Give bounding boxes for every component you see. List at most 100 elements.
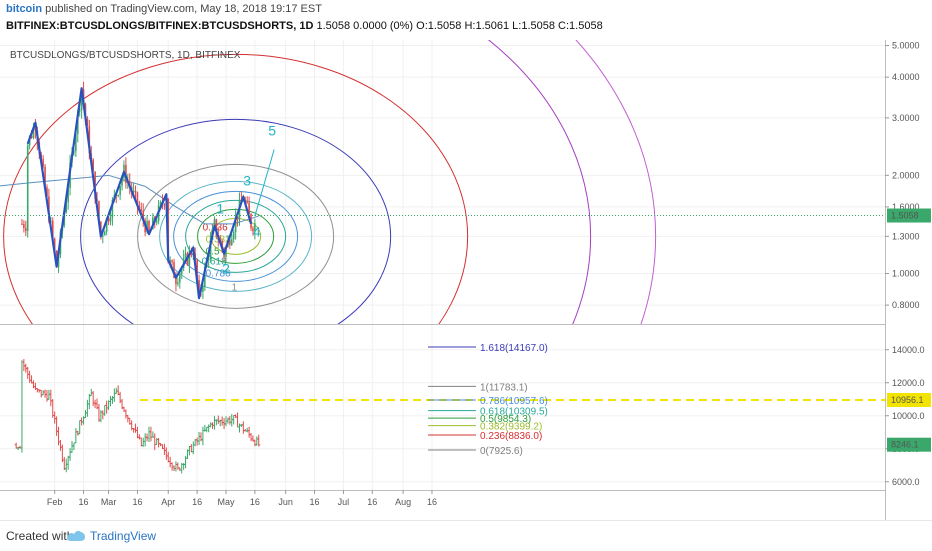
ratio-candle [142,210,145,221]
ratio-candle [132,190,135,193]
ratio-candle [67,188,69,203]
ratio-candle [134,190,137,193]
ratio-candle [109,217,112,222]
chart-header: bitcoin published on TradingView.com, Ma… [0,0,932,40]
ratio-candle [234,216,237,233]
symbol-line: BITFINEX:BTCUSDLONGS/BITFINEX:BTCUSDSHOR… [6,20,603,32]
publish-line: bitcoin published on TradingView.com, Ma… [6,3,322,15]
fib-circle [137,163,335,309]
fib-level-label: 1.618(14167.0) [480,343,548,354]
x-tick-label: Jul [338,497,350,507]
y-tick-label: 5.0000 [892,41,920,51]
wave5-projection [254,149,275,217]
ratio-candle [215,219,218,236]
ratio-candle [173,262,175,279]
btc-last-tag [887,437,931,452]
ratio-candle [171,260,173,263]
x-tick-label: 16 [192,497,202,507]
tradingview-logo-icon [67,530,85,541]
ratio-candle [252,228,254,232]
ratio-candle [46,187,48,197]
ratio-candle [103,231,106,236]
fib-circle [159,180,313,292]
ratio-candle [225,246,227,257]
ratio-candle [159,201,162,206]
y-tick-label: 2.0000 [892,170,920,180]
ratio-candle [204,266,206,287]
y-tick-label: 1.6000 [892,202,920,212]
author-link[interactable]: bitcoin [6,3,43,15]
wave-label: 4 [253,223,261,239]
x-tick-label: Aug [395,497,411,507]
y-tick-label: 12000.0 [892,378,925,388]
fib-circle-label: 0.5 [206,246,220,257]
ratio-candle [175,278,177,285]
ratio-candle [236,216,239,220]
ratio-candle [86,118,89,126]
symbol-name: BITFINEX:BTCUSDLONGS/BITFINEX:BTCUSDSHOR… [6,20,314,32]
x-tick-label: 16 [250,497,260,507]
ratio-candle [198,279,200,291]
fib-circle-label: 0.618 [202,256,227,267]
ratio-candle [221,240,223,249]
y-tick-label: 1.3000 [892,231,920,241]
ratio-candle [232,232,235,240]
ratio-candle [184,253,187,258]
resistance-label: 10956.1 [891,395,924,405]
fib-circle [487,40,592,324]
x-tick-label: 16 [427,497,437,507]
tradingview-link[interactable]: TradingView [90,529,157,543]
ratio-candle [121,178,123,186]
fib-circle [173,190,299,282]
ratio-candle [51,220,54,239]
ratio-candle [196,259,198,280]
ratio-candle [23,223,25,229]
ratio-candle [92,159,94,172]
ratio-candle [136,192,139,207]
fib-circle-label: 0.786 [206,268,231,279]
y-tick-label: 6000.0 [892,477,920,487]
x-tick-label: 16 [310,497,320,507]
ratio-candle [180,267,183,274]
price-axes: 5.0000 4.0000 3.0000 2.0000 1.6000 1.3000 1.00… [0,40,932,520]
ratio-candle [25,228,27,231]
ratio-candle [188,250,191,265]
chart-background [0,40,932,520]
ratio-candle [57,254,60,268]
y-tick-label: 14000.0 [892,345,925,355]
wave-label: 2 [222,260,230,276]
ratio-candle [105,218,108,232]
ratio-candle [140,209,143,211]
ratio-candle [179,273,181,283]
y-tick-label: 4.0000 [892,72,920,82]
fib-level-label: 0(7925.6) [480,446,523,457]
ratio-candle [107,218,110,222]
ratio-candle [230,239,233,246]
ratio-candle [246,201,248,203]
grid-lines [0,40,932,520]
time-axis-bg [0,491,885,520]
ratio-candle [75,134,77,152]
fib-circle [185,199,287,273]
ratio-candle [117,195,119,197]
fib-level-label: 0.236(8836.0) [480,431,542,442]
publish-info: published on TradingView.com, May 18, 20… [45,3,322,15]
ratio-candle [65,202,68,213]
wave-label: 1 [216,200,224,216]
ratio-candle [73,151,75,153]
ratio-candle [155,220,158,223]
ratio-candle [207,259,210,261]
y-tick-label: 0.8000 [892,300,920,310]
ratio-candle [209,239,212,260]
x-tick-label: 16 [132,497,142,507]
x-tick-label: Mar [101,497,117,507]
x-tick-label: May [217,497,235,507]
x-tick-label: 16 [367,497,377,507]
ratio-candle [177,282,179,285]
footer-bar: Created with TradingView [0,520,932,551]
ratio-candle [163,204,166,206]
fib-level-label: 0.786(10957.6) [480,396,548,407]
pane-title: BTCUSDLONGS/BTCUSDSHORTS, 1D, BITFINEX [10,50,241,61]
